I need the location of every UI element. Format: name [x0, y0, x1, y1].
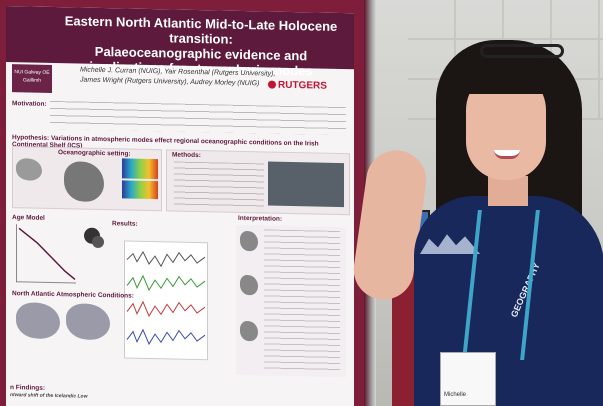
person-neck — [488, 176, 528, 206]
interpretation-heading: Interpretation: — [238, 214, 283, 223]
rutgers-mark-icon — [268, 80, 276, 90]
badge-name: Michelle — [444, 392, 467, 398]
findings-heading: n Findings: — [10, 384, 46, 392]
methods-text-block — [174, 161, 264, 210]
motivation-heading: Motivation: — [12, 100, 47, 108]
atmospheric-map-2 — [66, 303, 110, 341]
methods-heading: Methods: — [172, 151, 201, 160]
results-series-svg — [126, 250, 206, 346]
setting-heading: Oceanographic setting: — [58, 149, 131, 158]
atmospheric-heading: North Atlantic Atmospheric Conditions: — [12, 290, 134, 300]
results-time-series — [124, 240, 208, 361]
motivation-text-block — [50, 100, 346, 136]
setting-heatmap-top — [122, 158, 158, 180]
sunglasses-icon — [480, 44, 564, 58]
age-model-heading: Age Model — [12, 214, 45, 222]
scientific-poster: Eastern North Atlantic Mid-to-Late Holoc… — [6, 6, 354, 406]
setting-map-small — [16, 158, 42, 181]
age-model-plot — [16, 224, 76, 284]
core-image-2 — [92, 235, 104, 249]
findings-text: ntward shift of the Icelandic Low — [10, 392, 88, 400]
interp-map-2 — [240, 274, 258, 296]
interpretation-panel — [236, 224, 346, 378]
interp-map-3 — [240, 320, 258, 342]
atmospheric-map-1 — [16, 302, 60, 340]
rutgers-logo: RUTGERS — [268, 79, 327, 92]
person-bangs — [456, 56, 558, 94]
rutgers-logo-text: RUTGERS — [278, 79, 327, 92]
person-smile — [494, 150, 520, 159]
interpretation-text-block — [264, 229, 340, 371]
interp-map-1 — [240, 230, 258, 252]
age-model-curve — [18, 227, 76, 281]
nui-galway-logo-text: NUI Galway OÉ Gaillimh — [14, 69, 50, 84]
setting-heatmap-bottom — [122, 180, 158, 200]
poster-authors: Michelle J. Curran (NUIG), Yair Rosentha… — [80, 66, 280, 90]
name-badge — [440, 352, 496, 406]
results-heading: Results: — [112, 220, 138, 228]
methods-photo — [268, 161, 344, 208]
nui-galway-logo: NUI Galway OÉ Gaillimh — [12, 64, 52, 93]
